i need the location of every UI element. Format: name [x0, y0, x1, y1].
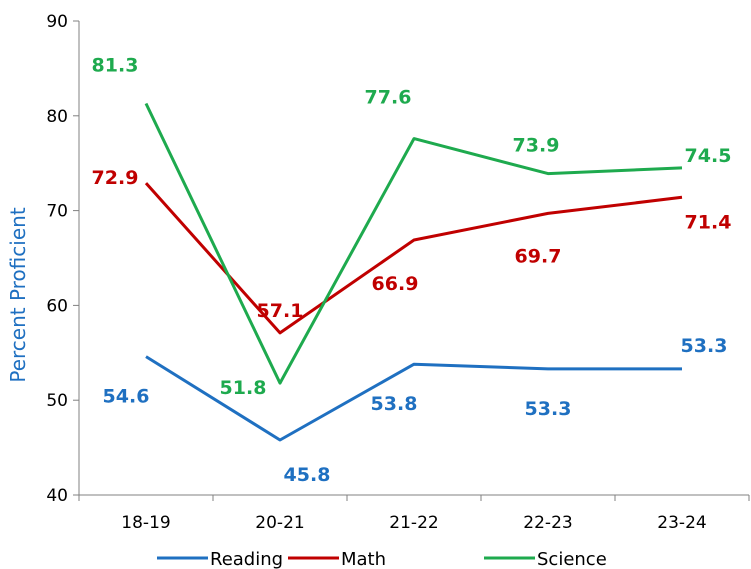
x-tick-label: 22-23	[523, 513, 572, 533]
data-label-math: 66.9	[372, 273, 419, 295]
data-label-science: 73.9	[513, 135, 560, 157]
data-label-reading: 53.8	[371, 393, 418, 415]
data-label-math: 57.1	[257, 300, 304, 322]
x-tick-label: 23-24	[657, 513, 706, 533]
x-tick-label: 20-21	[255, 513, 304, 533]
legend-label-science: Science	[537, 549, 607, 569]
data-label-math: 69.7	[515, 245, 562, 267]
legend-label-math: Math	[341, 549, 386, 569]
y-tick-label: 80	[46, 107, 68, 127]
y-tick-label: 60	[46, 296, 68, 316]
data-label-science: 74.5	[685, 145, 732, 167]
data-label-reading: 53.3	[525, 398, 572, 420]
data-label-reading: 45.8	[284, 464, 331, 486]
y-axis-label: Percent Proficient	[6, 207, 30, 382]
axes	[79, 21, 749, 495]
data-label-reading: 54.6	[103, 386, 150, 408]
data-label-science: 51.8	[220, 377, 267, 399]
math-line	[146, 183, 682, 333]
legend-label-reading: Reading	[210, 549, 283, 569]
data-label-math: 72.9	[92, 167, 139, 189]
y-tick-label: 40	[46, 486, 68, 506]
y-tick-label: 70	[46, 202, 68, 222]
data-label-math: 71.4	[685, 211, 732, 233]
science-line	[146, 104, 682, 384]
data-label-science: 81.3	[92, 54, 139, 76]
data-labels: 54.6 45.8 53.8 53.3 53.3 72.9 57.1 66.9 69.7 71.4…	[92, 54, 732, 486]
data-label-reading: 53.3	[681, 335, 728, 357]
x-axis-ticks: 18-19 20-21 21-22 22-23 23-24	[79, 495, 749, 533]
x-tick-label: 18-19	[121, 513, 170, 533]
legend: Reading Math Science	[157, 549, 607, 569]
data-label-science: 77.6	[365, 87, 412, 109]
x-tick-label: 21-22	[389, 513, 438, 533]
y-axis-ticks: 40 50 60 70 80 90	[46, 12, 79, 506]
y-tick-label: 90	[46, 12, 68, 32]
y-tick-label: 50	[46, 391, 68, 411]
